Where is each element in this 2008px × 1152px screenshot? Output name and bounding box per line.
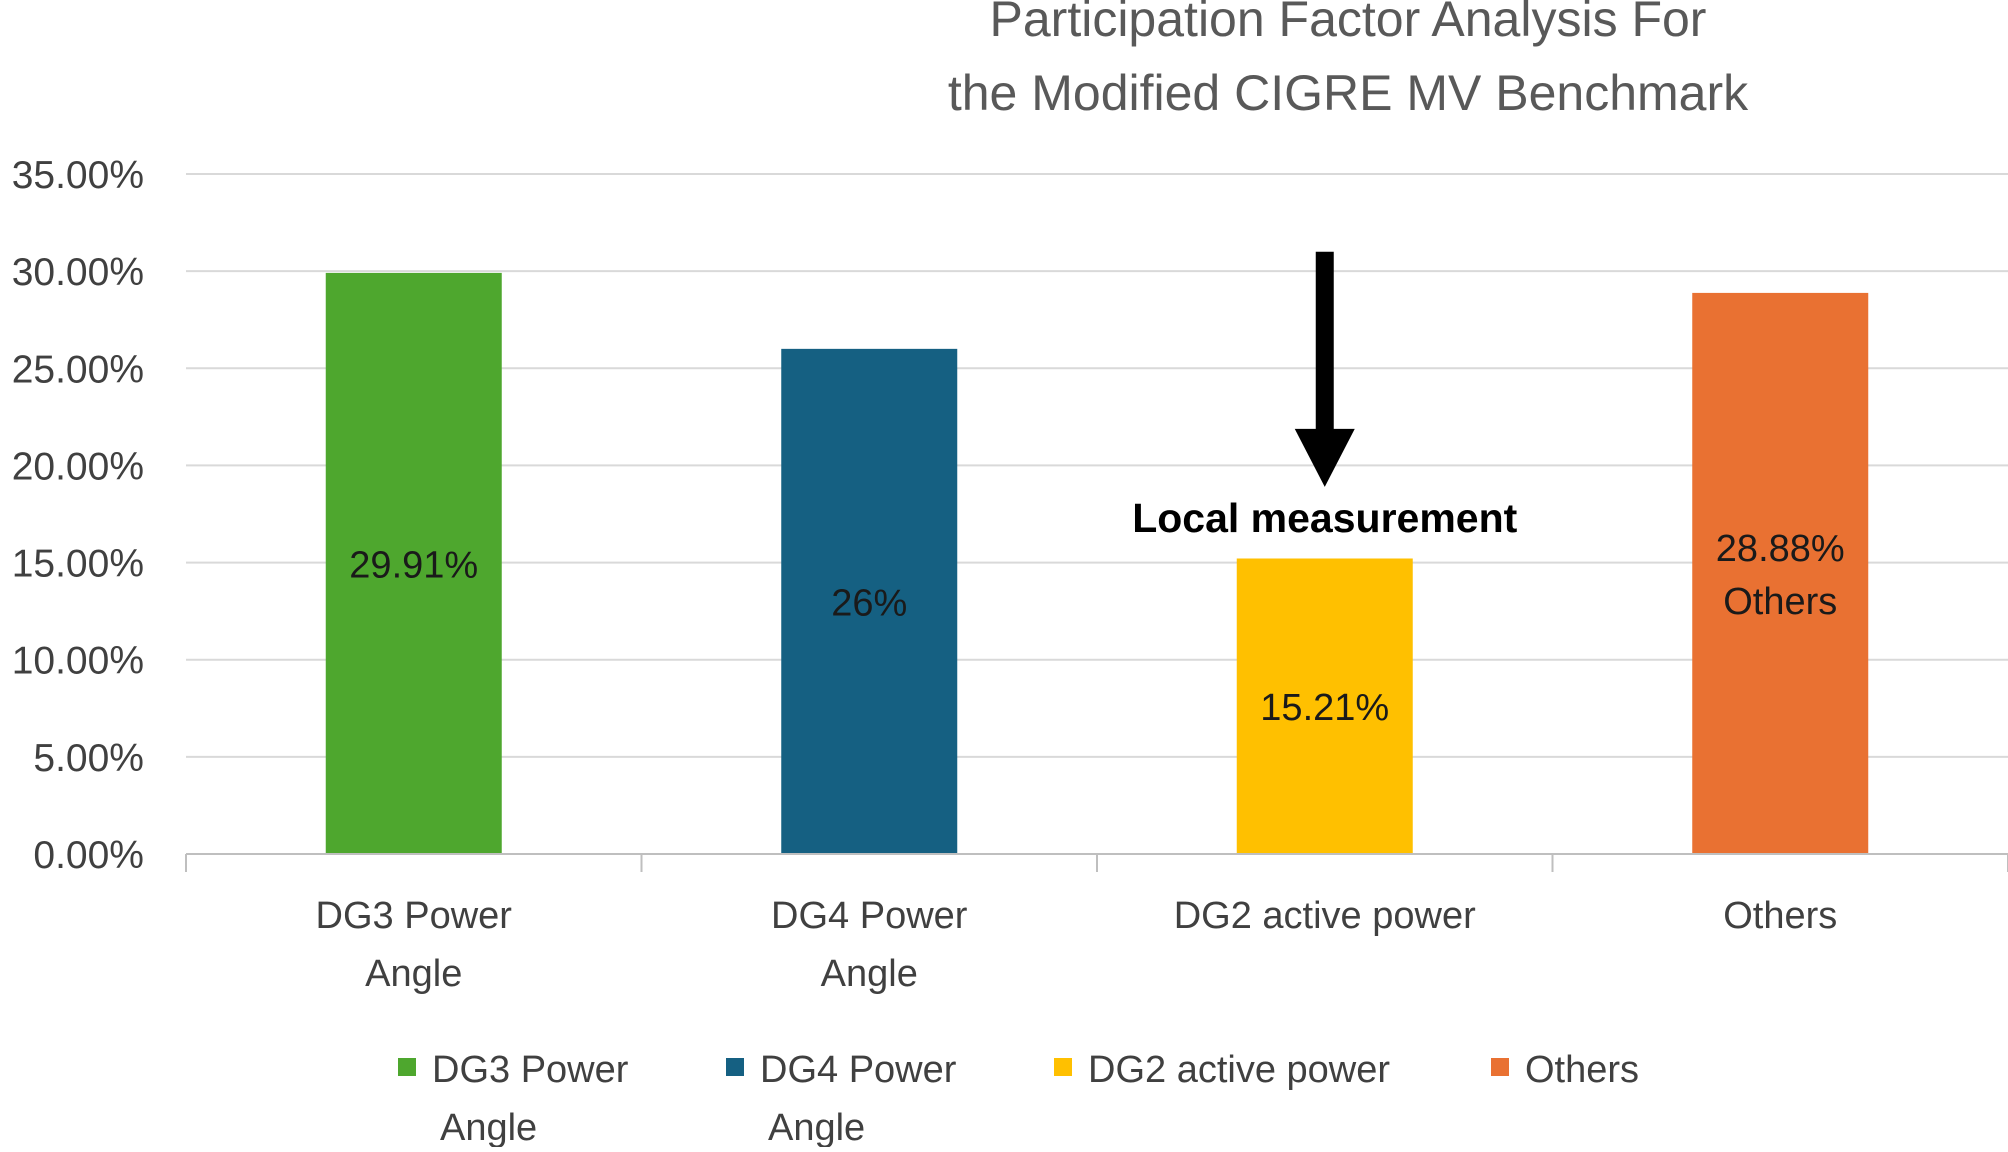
data-label: 15.21% [1260,687,1389,729]
y-tick-label: 0.00% [33,834,144,877]
bar [781,348,958,854]
legend-swatch [398,1058,416,1076]
legend-swatch [1054,1058,1072,1076]
legend-label: DG2 active power [1088,1049,1390,1091]
y-tick-label: 30.00% [12,251,144,294]
y-tick-label: 5.00% [33,737,144,780]
x-tick-label: DG3 Power [316,895,513,937]
x-tick-label: Angle [821,953,918,995]
data-label: Others [1723,581,1837,623]
x-tick-label: Angle [365,953,462,995]
annotation-arrowhead [1294,428,1355,487]
y-tick-label: 15.00% [12,543,144,586]
bar [1692,292,1869,855]
chart-title-line: Participation Factor Analysis For [990,0,1707,47]
y-tick-label: 10.00% [12,640,144,683]
chart-title-line: the Modified CIGRE MV Benchmark [948,65,1749,121]
y-tick-label: 35.00% [12,154,144,197]
bar [1236,558,1413,854]
data-label: 26% [831,582,907,624]
legend-label: Others [1525,1049,1639,1091]
legend-label: Angle [768,1107,865,1147]
legend-swatch [1491,1058,1509,1076]
y-axis-ticks: 0.00% 5.00% 10.00% 15.00% 20.00% 25.00% 30.00%… [12,154,144,877]
data-label: 29.91% [349,544,478,586]
x-tick-label: Others [1723,895,1837,937]
y-tick-label: 25.00% [12,348,144,391]
bars [325,272,1869,855]
chart-title: Participation Factor Analysis For the Mod… [948,0,1749,121]
data-labels: 29.91% 26% 15.21% 28.88% Others [349,528,1844,729]
x-axis-ticks: DG3 Power Angle DG4 Power Angle DG2 active p… [316,895,1838,995]
annotation: Local measurement [1132,251,1518,541]
legend-label: DG4 Power [760,1049,957,1091]
legend-swatch [726,1058,744,1076]
legend-label: DG3 Power [432,1049,629,1091]
annotation-text: Local measurement [1132,495,1517,541]
bar [325,272,502,854]
data-label: 28.88% [1716,528,1845,570]
x-tick-label: DG2 active power [1174,895,1476,937]
y-tick-label: 20.00% [12,445,144,488]
legend: DG3 Power Angle DG4 Power Angle DG2 active p… [398,1049,1639,1149]
x-tick-label: DG4 Power [771,895,968,937]
x-axis [185,853,2008,872]
legend-label: Angle [440,1107,537,1147]
